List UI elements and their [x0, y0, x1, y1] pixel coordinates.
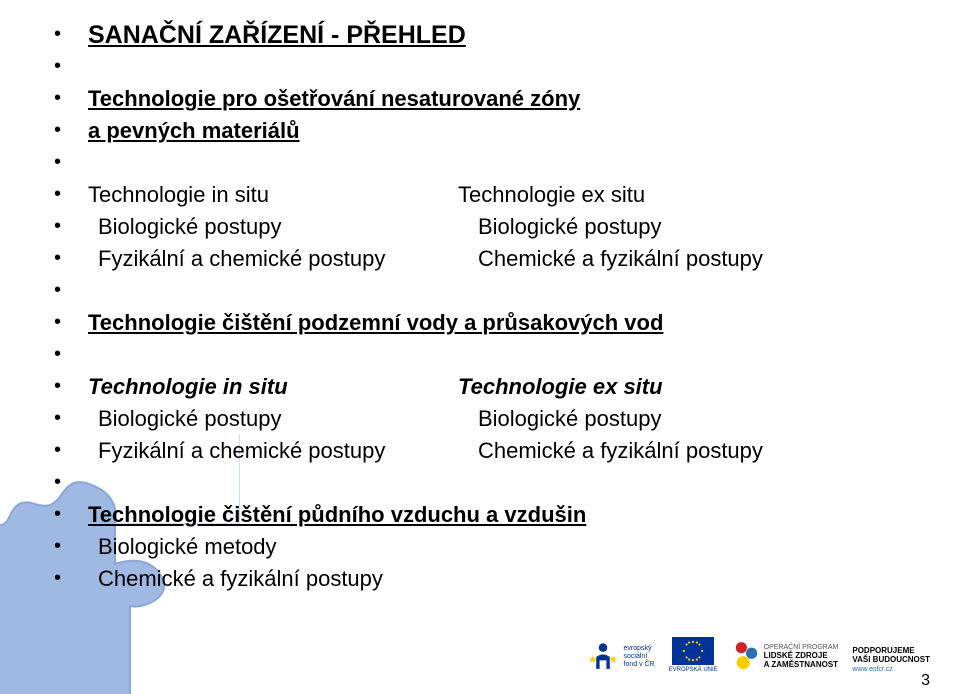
g1-r1-l: Biologické postupy	[88, 212, 468, 242]
g2-r2-r: Chemické a fyzikální postupy	[468, 436, 900, 466]
g1-left-h: Technologie in situ	[88, 180, 458, 210]
bullet-icon: •	[48, 468, 88, 496]
podporujeme-block: PODPORUJEME VAŠI BUDOUCNOST www.esfcr.cz	[852, 647, 930, 674]
g2-right-h: Technologie ex situ	[458, 372, 900, 402]
bullet-icon: •	[48, 20, 88, 48]
esf-l2: sociální	[624, 653, 655, 661]
g2-r2-l: Fyzikální a chemické postupy	[88, 436, 468, 466]
g2-head: • Technologie in situ Technologie ex sit…	[48, 372, 900, 402]
sec3-text: Technologie čištění půdního vzduchu a vz…	[88, 500, 900, 530]
g1-right-h: Technologie ex situ	[458, 180, 900, 210]
sec3-r1-text: Biologické metody	[88, 532, 900, 562]
g1-r2-r: Chemické a fyzikální postupy	[468, 244, 900, 274]
blank-row: •	[48, 468, 900, 498]
blank	[88, 148, 900, 178]
bullet-icon: •	[48, 500, 88, 528]
blank	[88, 52, 900, 82]
bullet-icon: •	[48, 84, 88, 112]
esf-person-icon	[586, 640, 620, 674]
bullet-icon: •	[48, 340, 88, 368]
g2-r1-r: Biologické postupy	[468, 404, 900, 434]
sec3-r2: • Chemické a fyzikální postupy	[48, 564, 900, 594]
bullet-icon: •	[48, 212, 88, 240]
page-number: 3	[921, 672, 930, 690]
g1-r1-r: Biologické postupy	[468, 212, 900, 242]
bullet-icon: •	[48, 180, 88, 208]
eu-label: EVROPSKÁ UNIE	[669, 667, 718, 674]
footer-logos: evropský sociální fond v ČR EVROPSK	[586, 637, 930, 674]
sec3-row: • Technologie čištění půdního vzduchu a …	[48, 500, 900, 530]
bullet-icon: •	[48, 148, 88, 176]
bullet-icon: •	[48, 436, 88, 464]
g1-r2-cols: Fyzikální a chemické postupy Chemické a …	[88, 244, 900, 274]
esf-l1: evropský	[624, 645, 655, 653]
g2-head-cols: Technologie in situ Technologie ex situ	[88, 372, 900, 402]
eu-flag-icon	[672, 637, 714, 665]
oplzz-icon	[732, 640, 760, 674]
blank-row: •	[48, 52, 900, 82]
blank-row: •	[48, 340, 900, 370]
g2-r1: • Biologické postupy Biologické postupy	[48, 404, 900, 434]
sec2-row: • Technologie čištění podzemní vody a pr…	[48, 308, 900, 338]
bullet-icon: •	[48, 404, 88, 432]
g2-r2: • Fyzikální a chemické postupy Chemické …	[48, 436, 900, 466]
esf-l3: fond v ČR	[624, 661, 655, 669]
blank-row: •	[48, 276, 900, 306]
bullet-icon: •	[48, 276, 88, 304]
bullet-icon: •	[48, 564, 88, 592]
blank	[88, 276, 900, 306]
sec1-row1: • Technologie pro ošetřování nesaturovan…	[48, 84, 900, 114]
page-root: • SANAČNÍ ZAŘÍZENÍ - PŘEHLED • • Technol…	[0, 0, 960, 694]
g1-head: • Technologie in situ Technologie ex sit…	[48, 180, 900, 210]
op-l3: A ZAMĚSTNANOST	[764, 661, 839, 670]
page-title: SANAČNÍ ZAŘÍZENÍ - PŘEHLED	[88, 20, 900, 50]
g1-head-cols: Technologie in situ Technologie ex situ	[88, 180, 900, 210]
bullet-icon: •	[48, 116, 88, 144]
g1-r2: • Fyzikální a chemické postupy Chemické …	[48, 244, 900, 274]
bullet-icon: •	[48, 244, 88, 272]
blank	[88, 468, 900, 498]
oplzz-logo: OPERAČNÍ PROGRAM LIDSKÉ ZDROJE A ZAMĚSTN…	[732, 640, 839, 674]
g1-r1: • Biologické postupy Biologické postupy	[48, 212, 900, 242]
esfcr-url: www.esfcr.cz	[852, 666, 892, 674]
bullet-icon: •	[48, 372, 88, 400]
g2-r2-cols: Fyzikální a chemické postupy Chemické a …	[88, 436, 900, 466]
bullet-icon: •	[48, 308, 88, 336]
g1-r2-l: Fyzikální a chemické postupy	[88, 244, 468, 274]
sec3-r1: • Biologické metody	[48, 532, 900, 562]
pod-l2: VAŠI BUDOUCNOST	[852, 656, 930, 665]
bullet-icon: •	[48, 52, 88, 80]
op-text-block: OPERAČNÍ PROGRAM LIDSKÉ ZDROJE A ZAMĚSTN…	[764, 644, 839, 669]
eu-logo: EVROPSKÁ UNIE	[669, 637, 718, 674]
sec1-row2: • a pevných materiálů	[48, 116, 900, 146]
g2-r1-l: Biologické postupy	[88, 404, 468, 434]
sec1-line2: a pevných materiálů	[88, 116, 900, 146]
content-area: • SANAČNÍ ZAŘÍZENÍ - PŘEHLED • • Technol…	[0, 0, 960, 594]
esf-text-block: evropský sociální fond v ČR	[624, 645, 655, 668]
blank	[88, 340, 900, 370]
g2-left-h: Technologie in situ	[88, 372, 458, 402]
sec3-r2-text: Chemické a fyzikální postupy	[88, 564, 900, 594]
sec1-line1: Technologie pro ošetřování nesaturované …	[88, 84, 900, 114]
title-row: • SANAČNÍ ZAŘÍZENÍ - PŘEHLED	[48, 20, 900, 50]
esf-logo: evropský sociální fond v ČR	[586, 640, 655, 674]
blank-row: •	[48, 148, 900, 178]
bullet-icon: •	[48, 532, 88, 560]
sec2-text: Technologie čištění podzemní vody a průs…	[88, 308, 900, 338]
g1-r1-cols: Biologické postupy Biologické postupy	[88, 212, 900, 242]
g2-r1-cols: Biologické postupy Biologické postupy	[88, 404, 900, 434]
